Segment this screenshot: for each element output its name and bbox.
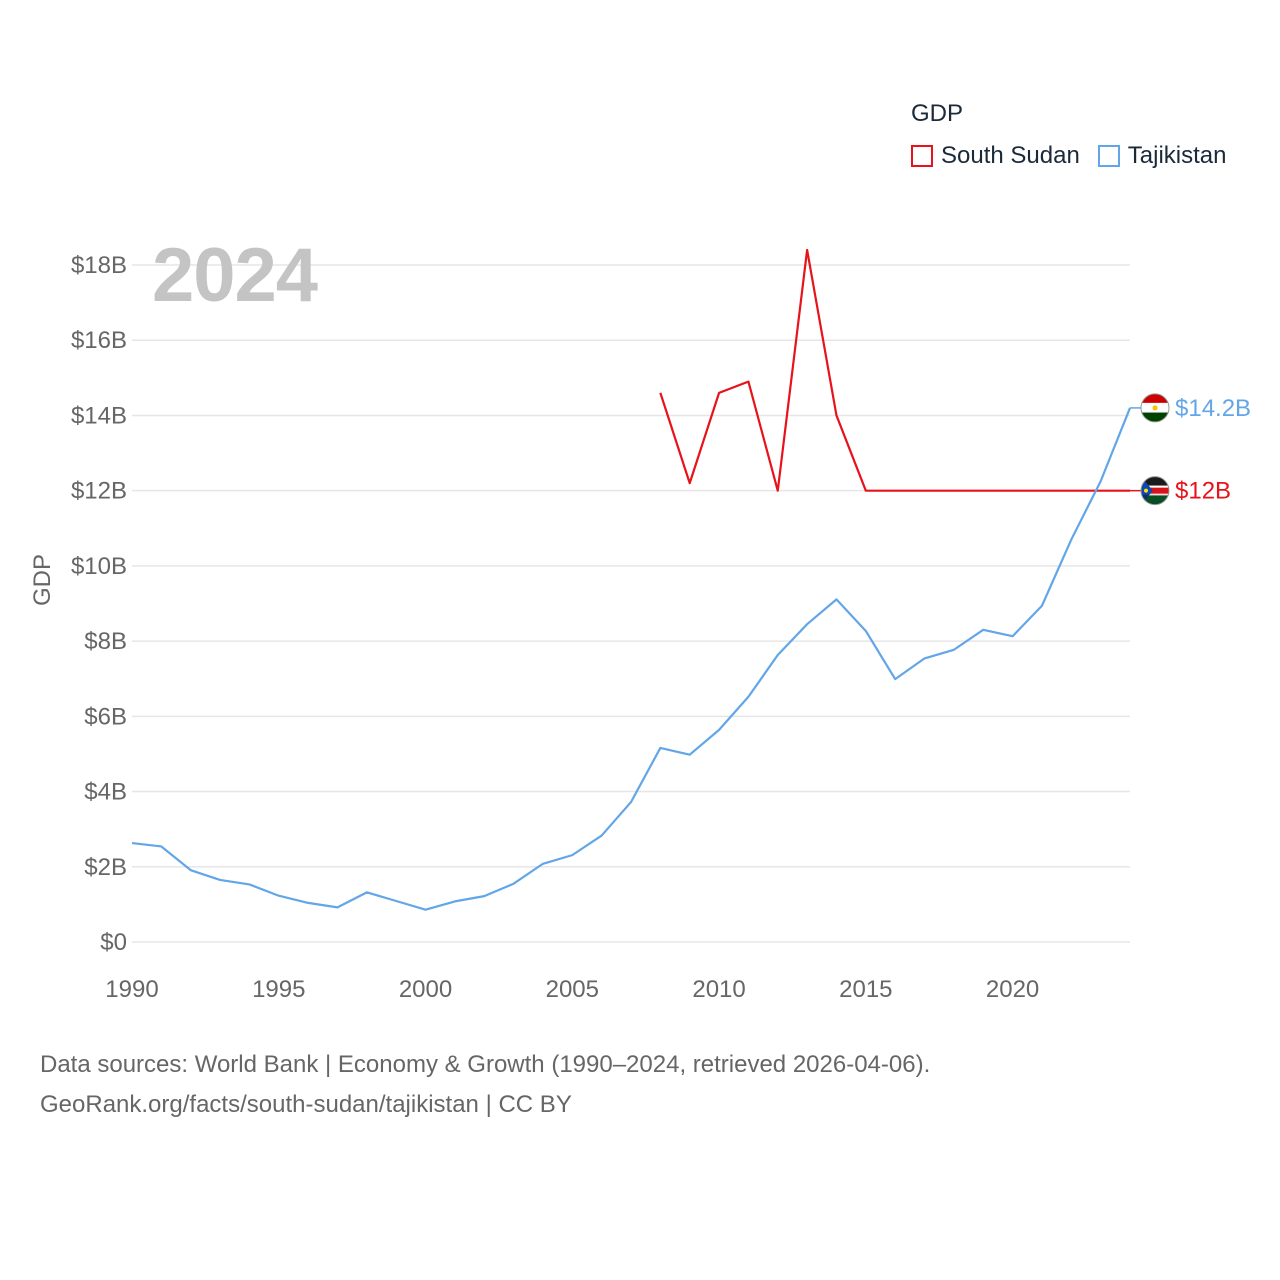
y-tick-label: $12B [71,478,127,505]
legend-item-south-sudan[interactable]: South Sudan [911,142,1080,170]
y-tick-label: $2B [84,854,127,881]
series-line-south-sudan [659,248,1130,492]
y-tick-label: $0 [100,929,127,956]
flag-icon-south-sudan [1140,476,1170,506]
x-tick-label: 1995 [252,976,305,1003]
y-axis-ticks: $0 $2B $4B $6B $8B $10B $12B $14B $16B $18B [71,252,127,956]
x-tick-label: 2015 [839,976,892,1003]
y-tick-label: $16B [71,327,127,354]
legend-item-tajikistan[interactable]: Tajikistan [1097,142,1227,170]
y-tick-label: $8B [84,628,127,655]
legend-swatch-south-sudan [911,145,933,167]
current-year-label: 2024 [152,233,318,318]
gridlines [132,264,1130,943]
y-tick-label: $10B [71,553,127,580]
x-tick-label: 2010 [692,976,745,1003]
y-tick-label: $14B [71,402,127,429]
legend-label-tajikistan: Tajikistan [1127,142,1227,169]
legend-swatch-tajikistan [1097,145,1120,167]
x-tick-label: 2000 [399,976,452,1003]
flag-icon-tajikistan [1140,393,1170,423]
y-tick-label: $18B [71,252,127,279]
series-end-markers: $12B $14.2B [1130,393,1251,506]
x-tick-label: 2020 [986,976,1039,1003]
legend-title: GDP [911,100,964,127]
source-note: Data sources: World Bank | Economy & Gro… [40,1045,930,1125]
end-value-label-tajikistan: $14.2B [1175,395,1251,422]
y-tick-label: $6B [84,703,127,730]
x-axis-ticks: 1990 1995 2000 2005 2010 2015 2020 [105,976,1039,1003]
legend-label-south-sudan: South Sudan [941,142,1080,169]
source-line-2: GeoRank.org/facts/south-sudan/tajikistan… [40,1091,572,1118]
series-lines [131,248,1132,911]
end-value-label-south-sudan: $12B [1175,478,1231,505]
y-tick-label: $4B [84,779,127,806]
source-line-1: Data sources: World Bank | Economy & Gro… [40,1051,931,1078]
series-line-tajikistan [131,407,1132,911]
y-axis-label: GDP [29,554,56,606]
x-tick-label: 2005 [546,976,599,1003]
x-tick-label: 1990 [105,976,158,1003]
legend: South Sudan Tajikistan [911,142,1245,170]
